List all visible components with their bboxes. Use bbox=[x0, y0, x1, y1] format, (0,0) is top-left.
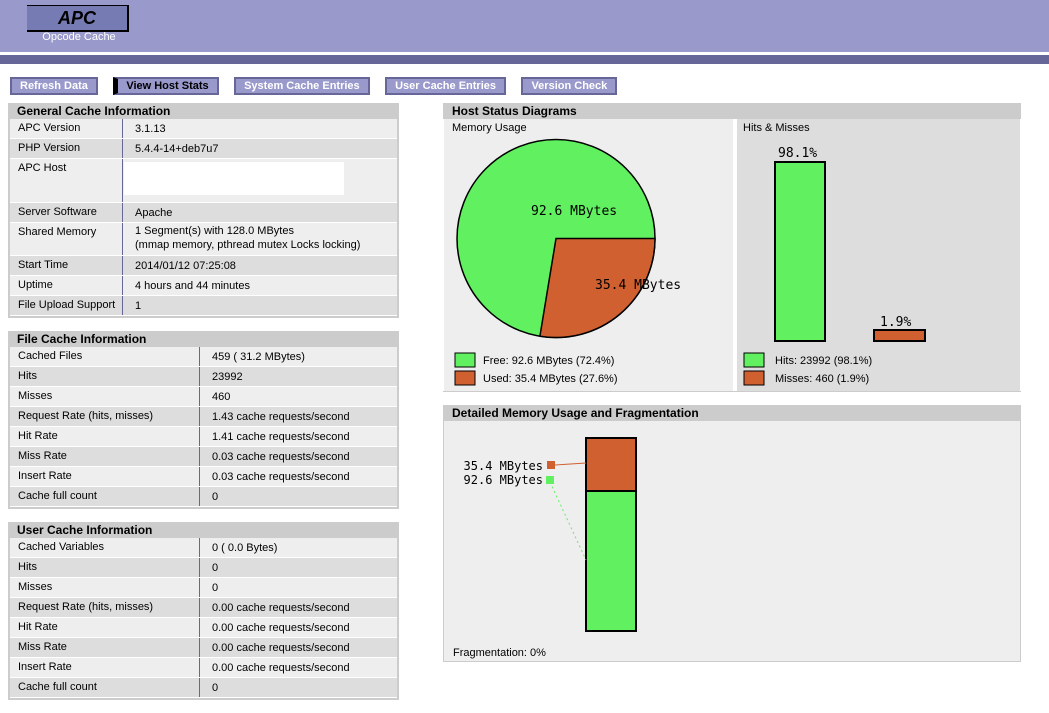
table-row: Miss Rate 0.00 cache requests/second bbox=[10, 638, 397, 658]
table-row: PHP Version 5.4.4-14+deb7u7 bbox=[10, 139, 397, 159]
fragmentation-label: Fragmentation: 0% bbox=[453, 647, 546, 659]
user-cache-info-panel: User Cache Information Cached Variables … bbox=[8, 522, 399, 700]
table-row: APC Version 3.1.13 bbox=[10, 119, 397, 139]
detailed-memory-svg: 35.4 MBytes 92.6 MBytes Fragmentation: 0… bbox=[453, 437, 637, 659]
host-status-svg: Memory Usage 92.6 MBytes 35.4 MBytes Fre… bbox=[444, 119, 1020, 391]
apc-host-value-box bbox=[124, 162, 344, 195]
menu-system-cache-entries[interactable]: System Cache Entries bbox=[234, 77, 370, 95]
menu-view-host-stats[interactable]: View Host Stats bbox=[113, 77, 219, 95]
table-row: Cached Variables 0 ( 0.0 Bytes) bbox=[10, 538, 397, 558]
stack-used-label: 35.4 MBytes bbox=[464, 459, 543, 473]
user-cache-info-title: User Cache Information bbox=[17, 523, 153, 537]
stack-free-label: 92.6 MBytes bbox=[464, 473, 543, 487]
table-row: Hit Rate 1.41 cache requests/second bbox=[10, 427, 397, 447]
file-cache-info-panel: File Cache Information Cached Files 459 … bbox=[8, 331, 399, 509]
pie-used-legend-swatch bbox=[454, 370, 476, 386]
divider-band bbox=[0, 55, 1049, 64]
pie-free-value-label: 92.6 MBytes bbox=[531, 204, 617, 219]
table-row: Hits 23992 bbox=[10, 367, 397, 387]
apc-logo[interactable]: APC bbox=[27, 5, 129, 32]
apc-logo-text: APC bbox=[57, 8, 96, 28]
free-connector-line bbox=[549, 481, 587, 561]
misses-bar-value-label: 1.9% bbox=[880, 315, 911, 330]
table-row: Hits 0 bbox=[10, 558, 397, 578]
pie-free-legend-swatch bbox=[454, 352, 476, 368]
table-row: Request Rate (hits, misses) 0.00 cache r… bbox=[10, 598, 397, 618]
menu-version-check[interactable]: Version Check bbox=[521, 77, 618, 95]
used-connector-line bbox=[554, 462, 587, 466]
misses-legend-label: Misses: 460 (1.9%) bbox=[775, 373, 869, 385]
table-row: Miss Rate 0.03 cache requests/second bbox=[10, 447, 397, 467]
menu-user-cache-entries[interactable]: User Cache Entries bbox=[385, 77, 506, 95]
pie-used-legend-label: Used: 35.4 MBytes (27.6%) bbox=[483, 373, 618, 385]
table-row: Insert Rate 0.03 cache requests/second bbox=[10, 467, 397, 487]
hits-legend-label: Hits: 23992 (98.1%) bbox=[775, 355, 872, 367]
table-row: Cache full count 0 bbox=[10, 487, 397, 507]
hits-misses-label: Hits & Misses bbox=[743, 122, 810, 134]
table-row: Server Software Apache bbox=[10, 203, 397, 223]
header-subtitle: Opcode Cache bbox=[42, 31, 116, 43]
table-row: APC Host bbox=[10, 159, 397, 203]
stack-free-marker bbox=[546, 476, 554, 484]
detailed-memory-body: 35.4 MBytes 92.6 MBytes Fragmentation: 0… bbox=[443, 421, 1021, 662]
hits-legend-swatch bbox=[743, 352, 765, 368]
general-cache-info-panel: General Cache Information APC Version 3.… bbox=[8, 103, 399, 318]
bar-misses bbox=[873, 329, 926, 342]
bar-hits bbox=[774, 161, 826, 342]
right-column: Host Status Diagrams Memory Usage 92.6 M… bbox=[443, 103, 1021, 675]
header-band: APC Opcode Cache bbox=[0, 0, 1049, 52]
table-row: Uptime 4 hours and 44 minutes bbox=[10, 276, 397, 296]
menu-bar: Refresh Data View Host Stats System Cach… bbox=[10, 76, 628, 95]
table-row: Cached Files 459 ( 31.2 MBytes) bbox=[10, 347, 397, 367]
general-cache-info-title: General Cache Information bbox=[17, 104, 171, 118]
left-column: General Cache Information APC Version 3.… bbox=[8, 103, 399, 713]
menu-refresh-data[interactable]: Refresh Data bbox=[10, 77, 98, 95]
hits-bar-value-label: 98.1% bbox=[778, 146, 817, 161]
stack-used bbox=[585, 437, 637, 492]
table-row: Shared Memory 1 Segment(s) with 128.0 MB… bbox=[10, 223, 397, 256]
table-row: Start Time 2014/01/12 07:25:08 bbox=[10, 256, 397, 276]
table-row: Misses 0 bbox=[10, 578, 397, 598]
memory-usage-label: Memory Usage bbox=[452, 122, 527, 134]
pie-used-value-label: 35.4 MBytes bbox=[595, 278, 681, 293]
host-status-panel: Host Status Diagrams Memory Usage 92.6 M… bbox=[443, 103, 1021, 392]
table-row: Request Rate (hits, misses) 1.43 cache r… bbox=[10, 407, 397, 427]
table-row: Cache full count 0 bbox=[10, 678, 397, 698]
misses-legend-swatch bbox=[743, 370, 765, 386]
detailed-memory-panel: Detailed Memory Usage and Fragmentation … bbox=[443, 405, 1021, 662]
detailed-memory-title: Detailed Memory Usage and Fragmentation bbox=[443, 405, 1021, 421]
host-status-body: Memory Usage 92.6 MBytes 35.4 MBytes Fre… bbox=[443, 119, 1021, 392]
host-status-title: Host Status Diagrams bbox=[443, 103, 1021, 119]
file-cache-info-title: File Cache Information bbox=[17, 332, 147, 346]
table-row: Hit Rate 0.00 cache requests/second bbox=[10, 618, 397, 638]
pie-used-slice bbox=[539, 237, 656, 339]
table-row: Misses 460 bbox=[10, 387, 397, 407]
table-row: File Upload Support 1 bbox=[10, 296, 397, 316]
pie-free-legend-label: Free: 92.6 MBytes (72.4%) bbox=[483, 355, 614, 367]
stack-used-marker bbox=[547, 461, 555, 469]
table-row: Insert Rate 0.00 cache requests/second bbox=[10, 658, 397, 678]
stack-free bbox=[585, 490, 637, 632]
